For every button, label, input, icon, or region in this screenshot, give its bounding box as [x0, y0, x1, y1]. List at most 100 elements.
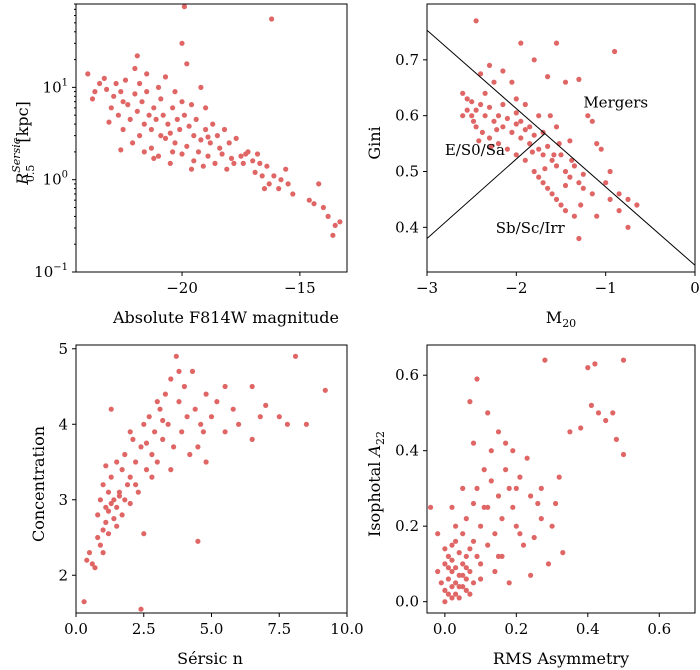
x-tick-label: 0.0	[433, 620, 457, 638]
y-tick-label: 0.0	[395, 593, 419, 611]
data-point	[174, 116, 180, 122]
data-point	[152, 429, 158, 435]
data-point	[578, 202, 584, 208]
data-point	[488, 448, 494, 454]
data-point	[330, 232, 336, 238]
data-point	[154, 459, 160, 465]
data-point	[103, 519, 109, 526]
panel-gini-vs-m20: M20 Gini Mergers E/S0/Sa Sb/Sc/Irr −3 −2 −1 0 0…	[365, 3, 700, 330]
data-point	[481, 467, 487, 473]
data-point	[580, 185, 586, 191]
data-point	[100, 482, 106, 488]
data-point	[535, 500, 541, 507]
data-point	[453, 523, 459, 529]
data-point	[549, 157, 555, 163]
data-point	[153, 116, 159, 122]
data-point	[127, 474, 133, 480]
data-point	[435, 568, 441, 575]
data-point	[460, 113, 466, 119]
data-point	[549, 191, 555, 197]
data-point	[257, 160, 263, 166]
data-point	[217, 145, 223, 151]
data-point	[474, 485, 480, 491]
data-point	[105, 531, 112, 537]
y-axis-label: Gini	[365, 126, 384, 159]
data-point	[203, 391, 209, 397]
data-point	[492, 531, 498, 537]
x-tick-label: −15	[284, 279, 316, 297]
data-point	[132, 65, 138, 72]
data-point	[527, 141, 533, 147]
axes-frame	[75, 3, 348, 273]
data-point	[513, 121, 519, 127]
data-point	[233, 135, 239, 141]
data-point	[453, 591, 459, 597]
data-point	[203, 126, 209, 133]
data-point	[478, 101, 484, 108]
data-point	[576, 76, 582, 82]
data-point	[567, 174, 573, 180]
data-point	[97, 80, 103, 87]
data-point	[86, 550, 93, 556]
data-point	[453, 580, 459, 586]
data-point	[509, 79, 515, 85]
data-point	[449, 568, 455, 575]
data-point	[540, 180, 546, 186]
y-axis-label-italic: A	[365, 445, 384, 459]
data-point	[495, 553, 502, 560]
data-point	[198, 137, 204, 143]
data-point	[284, 421, 290, 427]
data-point	[592, 361, 598, 367]
data-point	[478, 523, 484, 529]
data-point	[491, 79, 497, 85]
data-point	[111, 93, 117, 99]
data-point	[456, 550, 462, 556]
data-point	[137, 80, 143, 87]
data-point	[127, 429, 133, 435]
data-point	[500, 68, 506, 74]
data-point	[250, 158, 256, 164]
y-axis-label-main: Isophotal	[365, 457, 384, 538]
data-point	[89, 561, 95, 567]
data-point	[595, 410, 602, 416]
data-point	[473, 18, 479, 24]
data-point	[481, 504, 487, 510]
data-point	[269, 16, 275, 22]
data-point	[122, 497, 128, 503]
data-point	[536, 174, 542, 180]
data-point	[222, 383, 228, 390]
data-point	[160, 436, 166, 442]
x-tick-label: 5.0	[200, 620, 224, 638]
data-point	[105, 489, 112, 495]
data-point	[529, 149, 536, 155]
data-point	[108, 105, 114, 111]
y-axis-label-sup: Sersic	[10, 138, 23, 173]
data-point	[504, 146, 510, 152]
data-point	[259, 173, 265, 179]
panel-size-vs-magnitude: Absolute F814W magnitude RSersic0.5 [kpc]…	[10, 3, 348, 327]
data-point	[192, 406, 198, 412]
data-point	[238, 153, 244, 159]
data-point	[518, 40, 524, 46]
data-point	[132, 91, 138, 97]
data-point	[634, 202, 640, 208]
data-point	[616, 191, 622, 197]
data-point	[179, 429, 185, 435]
data-point	[607, 168, 613, 175]
data-point	[81, 599, 87, 605]
data-point	[449, 584, 455, 590]
data-point	[569, 157, 575, 163]
data-point	[100, 527, 106, 533]
data-point	[531, 168, 537, 175]
y-axis-label-sub: 22	[374, 431, 387, 445]
data-point	[610, 410, 616, 416]
data-point	[467, 591, 473, 597]
data-point	[230, 406, 236, 412]
data-point	[562, 79, 569, 85]
data-point	[538, 485, 544, 491]
x-tick-label: 2.5	[132, 620, 156, 638]
data-point	[179, 99, 185, 105]
x-tick-label: 10.0	[330, 620, 363, 638]
data-point	[115, 112, 121, 118]
x-tick-label: −3	[416, 279, 438, 297]
